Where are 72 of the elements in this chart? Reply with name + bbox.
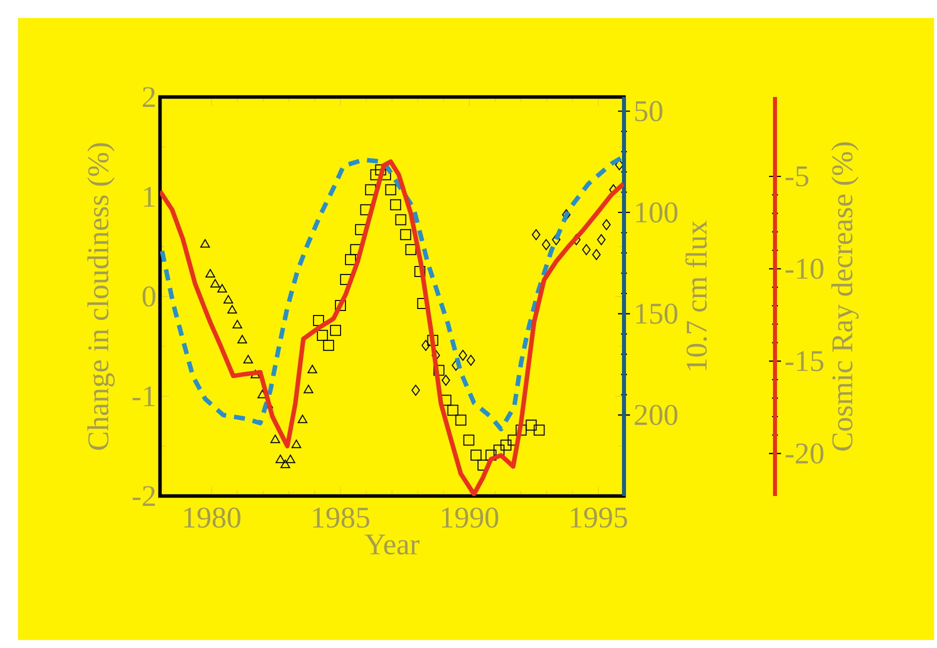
point	[210, 279, 220, 288]
point	[526, 420, 537, 431]
point	[330, 324, 342, 336]
point	[308, 364, 318, 374]
point	[276, 454, 286, 464]
point	[447, 404, 458, 416]
point	[304, 384, 314, 394]
point	[286, 454, 296, 464]
point	[200, 239, 210, 248]
point	[217, 284, 227, 293]
x-axis-title: Year	[364, 534, 420, 555]
x-tick-label: 1995	[570, 508, 628, 528]
point	[422, 340, 430, 351]
point	[592, 249, 601, 260]
y-tick-label: 2	[142, 87, 155, 107]
x-tick-label: 1985	[313, 508, 370, 528]
point	[298, 414, 308, 424]
y-tick-label: -2	[132, 486, 155, 506]
point	[205, 269, 216, 278]
point	[466, 354, 476, 366]
point	[316, 330, 328, 341]
point	[414, 266, 426, 278]
y2-tick-label: 100	[636, 202, 678, 223]
y2-axis-title: 10.7 cm flux	[685, 220, 707, 370]
point	[458, 350, 468, 361]
point	[400, 229, 412, 240]
point	[280, 460, 290, 468]
point	[243, 354, 253, 364]
point	[500, 440, 512, 451]
y-tick-label: 0	[142, 286, 156, 307]
line-series	[160, 156, 624, 432]
point	[405, 244, 416, 256]
y2-tick-label: 200	[634, 404, 678, 426]
point	[232, 320, 242, 328]
point	[597, 234, 606, 246]
point	[455, 414, 466, 426]
point	[411, 384, 420, 396]
point	[292, 440, 302, 448]
point	[395, 214, 406, 226]
point	[552, 234, 560, 246]
point	[582, 244, 591, 256]
y2-tick-label: 50	[635, 101, 662, 122]
point	[542, 239, 550, 250]
y-tick-label: -1	[132, 386, 155, 406]
point	[516, 424, 527, 436]
y-tick-label: 1	[144, 186, 155, 207]
x-tick-label: 1990	[442, 508, 498, 528]
point	[390, 199, 402, 210]
y3-tick-label: -5	[786, 166, 808, 186]
point	[345, 254, 356, 266]
y3-axis-title: Cosmic Ray decrease (%)	[831, 142, 859, 451]
point	[237, 334, 248, 344]
point	[602, 219, 611, 230]
y3-tick-label: -10	[786, 258, 824, 279]
point	[463, 434, 474, 446]
y3-tick-label: -15	[786, 351, 824, 372]
point	[227, 304, 238, 314]
line-series	[160, 159, 624, 496]
point	[534, 424, 545, 436]
point	[323, 340, 334, 351]
point	[562, 209, 571, 220]
y-axis-title: Change in cloudiness (%)	[87, 143, 115, 450]
point	[223, 294, 234, 304]
point	[270, 434, 280, 444]
point	[427, 334, 438, 346]
point	[385, 184, 396, 196]
point	[470, 450, 482, 461]
y3-tick-label: -20	[786, 443, 824, 464]
x-tick-label: 1980	[184, 508, 240, 528]
point	[532, 229, 540, 240]
y2-tick-label: 150	[636, 304, 678, 324]
point	[442, 374, 450, 386]
